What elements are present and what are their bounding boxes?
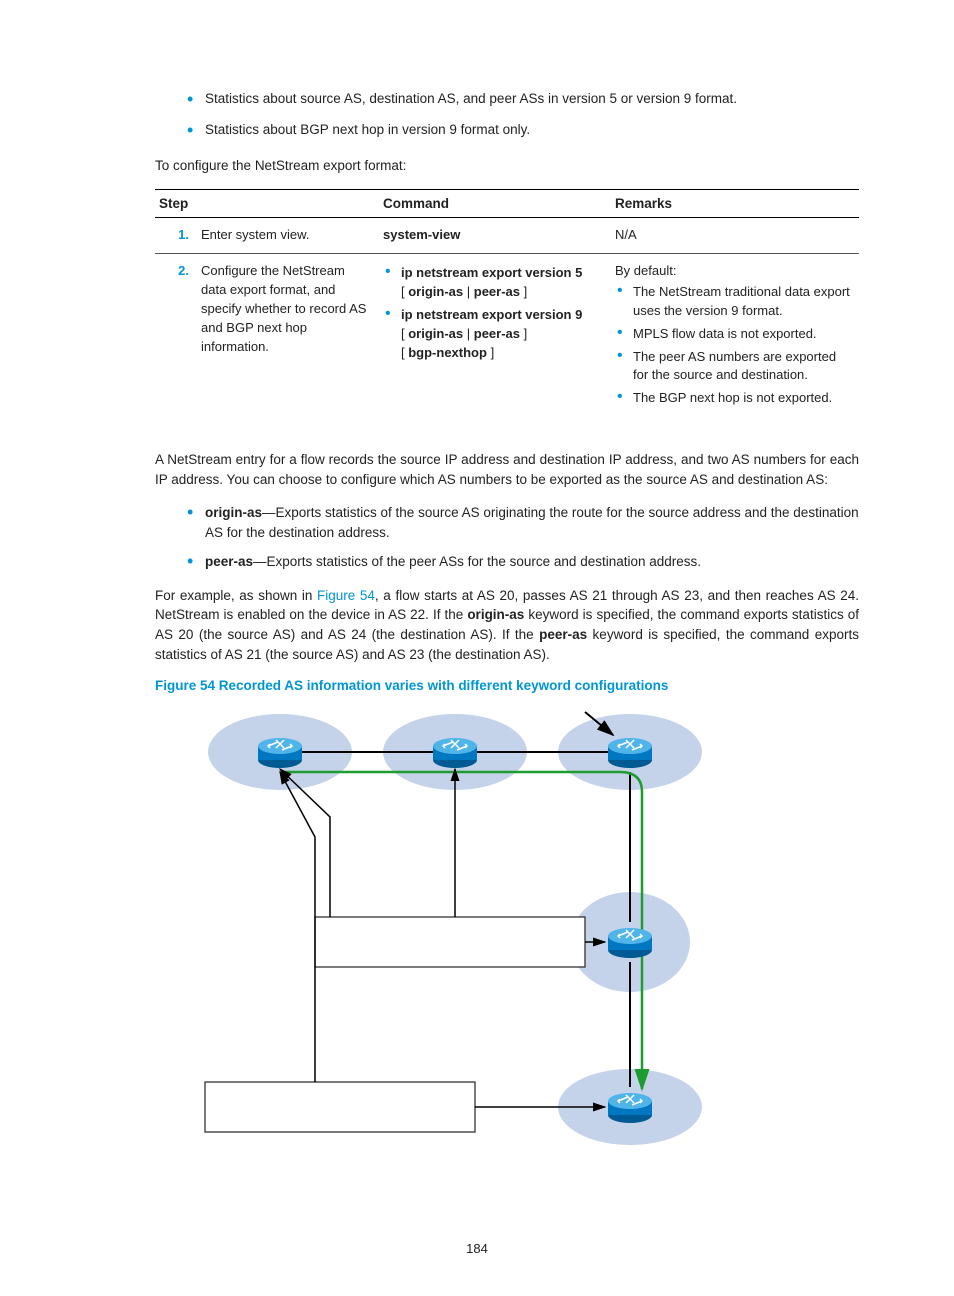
intro-bullet-list: Statistics about source AS, destination … <box>185 90 859 140</box>
steps-table: Step Command Remarks 1. Enter system vie… <box>155 189 859 420</box>
step-command: ip netstream export version 5 [ origin-a… <box>379 254 611 420</box>
command-item: ip netstream export version 9 [ origin-a… <box>383 306 603 363</box>
keyword-bullet: origin-as—Exports statistics of the sour… <box>185 503 859 542</box>
step-command: system-view <box>379 218 611 254</box>
th-step: Step <box>155 190 379 218</box>
remark-item: The BGP next hop is not exported. <box>615 389 851 408</box>
figure-diagram <box>185 707 859 1150</box>
step-desc: Enter system view. <box>197 218 379 254</box>
step-number: 1. <box>155 218 197 254</box>
command-item: ip netstream export version 5 [ origin-a… <box>383 264 603 302</box>
figure-title: Figure 54 Recorded AS information varies… <box>155 678 859 693</box>
th-command: Command <box>379 190 611 218</box>
example-paragraph: For example, as shown in Figure 54, a fl… <box>155 586 859 664</box>
step-desc: Configure the NetStream data export form… <box>197 254 379 420</box>
table-row: 1. Enter system view. system-view N/A <box>155 218 859 254</box>
page-number: 184 <box>0 1241 954 1256</box>
intro-paragraph: To configure the NetStream export format… <box>155 156 859 176</box>
remark-item: MPLS flow data is not exported. <box>615 325 851 344</box>
intro-bullet: Statistics about BGP next hop in version… <box>185 121 859 140</box>
after-table-paragraph: A NetStream entry for a flow records the… <box>155 450 859 489</box>
table-row: 2. Configure the NetStream data export f… <box>155 254 859 420</box>
step-number: 2. <box>155 254 197 420</box>
remark-item: The NetStream traditional data export us… <box>615 283 851 321</box>
figure-link[interactable]: Figure 54 <box>317 588 375 603</box>
remark-item: The peer AS numbers are exported for the… <box>615 348 851 386</box>
th-remarks: Remarks <box>611 190 859 218</box>
step-remarks: N/A <box>611 218 859 254</box>
step-remarks: By default: The NetStream traditional da… <box>611 254 859 420</box>
intro-bullet: Statistics about source AS, destination … <box>185 90 859 109</box>
keyword-bullet-list: origin-as—Exports statistics of the sour… <box>185 503 859 572</box>
keyword-bullet: peer-as—Exports statistics of the peer A… <box>185 552 859 572</box>
